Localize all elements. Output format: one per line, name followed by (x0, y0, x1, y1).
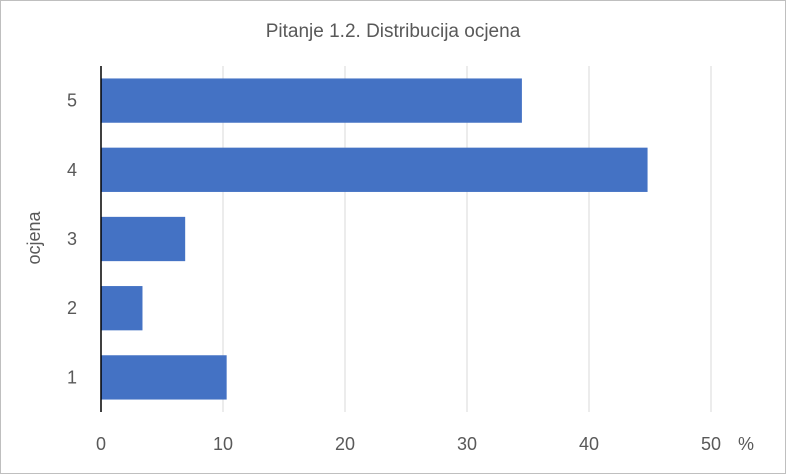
bar-ocjena-4 (101, 147, 648, 192)
bar-ocjena-1 (101, 355, 227, 400)
x-tick-label: 20 (335, 434, 355, 454)
x-tick-label: 40 (579, 434, 599, 454)
y-tick-label: 4 (67, 160, 77, 180)
y-tick-label: 5 (67, 91, 77, 111)
bar-ocjena-2 (101, 286, 143, 331)
x-tick-label: 0 (96, 434, 106, 454)
x-tick-label: 50 (701, 434, 721, 454)
x-tick-label: 10 (213, 434, 233, 454)
y-tick-label: 1 (67, 367, 77, 387)
bars (101, 78, 648, 400)
bar-ocjena-3 (101, 216, 186, 262)
y-tick-label: 3 (67, 229, 77, 249)
x-axis-unit-label: % (738, 434, 754, 454)
chart-title: Pitanje 1.2. Distribucija ocjena (266, 21, 521, 42)
y-axis-label: ocjena (24, 210, 44, 264)
x-tick-labels: 0 10 20 30 40 50 (96, 434, 721, 454)
bar-ocjena-5 (101, 78, 522, 123)
gridlines (222, 66, 712, 412)
y-tick-label: 2 (67, 298, 77, 318)
x-tick-label: 30 (457, 434, 477, 454)
y-tick-labels: 5 4 3 2 1 (67, 91, 77, 388)
